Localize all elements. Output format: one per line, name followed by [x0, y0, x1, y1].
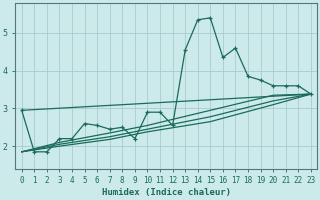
X-axis label: Humidex (Indice chaleur): Humidex (Indice chaleur)	[102, 188, 231, 197]
